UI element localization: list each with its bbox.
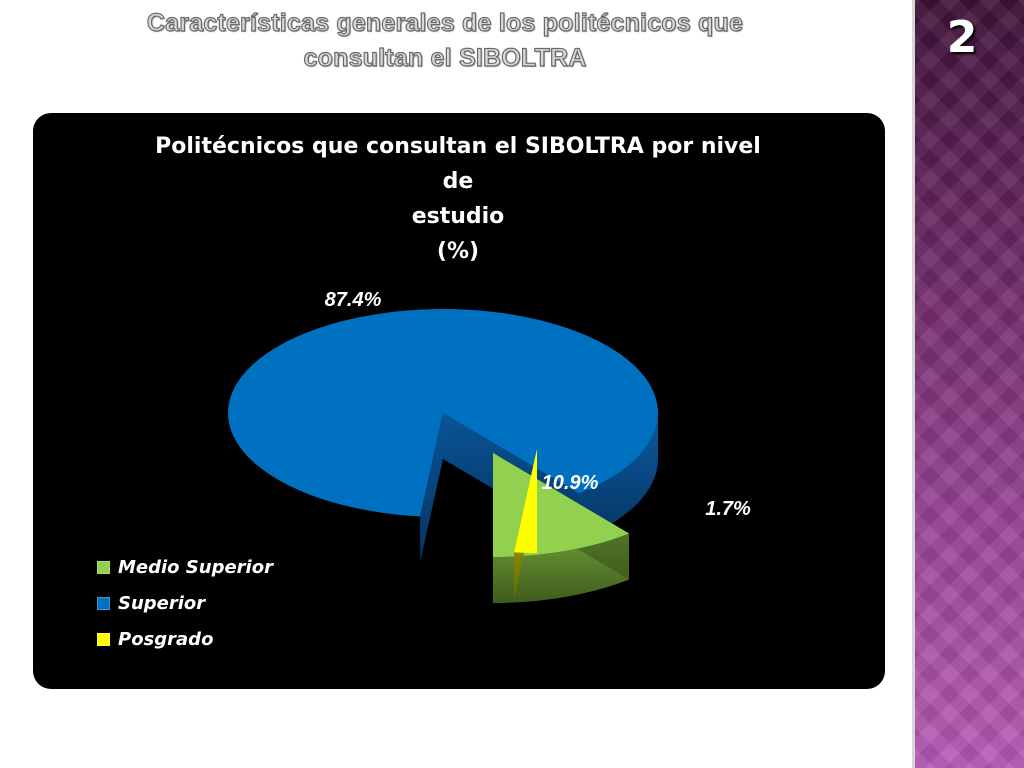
chart-legend: Medio Superior Superior Posgrado [97, 549, 273, 657]
legend-swatch-medio-superior [97, 560, 110, 574]
slide-title: Características generales de los politéc… [60, 6, 830, 76]
legend-label-posgrado: Posgrado [118, 628, 214, 650]
legend-swatch-superior [97, 596, 110, 610]
chart-title-line-2: estudio [411, 204, 505, 229]
pie-top-posgrado [514, 449, 537, 553]
chart-panel: Politécnicos que consultan el SIBOLTRA p… [33, 113, 885, 689]
legend-item-superior: Superior [97, 585, 273, 621]
chart-title-line-3: (%) [436, 239, 480, 264]
pie-slice-posgrado [514, 449, 537, 599]
slide-title-line-2: consultan el SIBOLTRA [303, 43, 587, 72]
data-label-superior: 87.4% [325, 289, 382, 311]
legend-item-posgrado: Posgrado [97, 621, 273, 657]
pie-side-superior [579, 413, 658, 540]
data-label-posgrado: 1.7% [705, 498, 751, 520]
data-label-medio-superior: 10.9% [542, 472, 599, 494]
legend-swatch-posgrado [97, 632, 110, 646]
chart-title: Politécnicos que consultan el SIBOLTRA p… [143, 129, 773, 269]
legend-label-medio-superior: Medio Superior [118, 556, 273, 578]
legend-label-superior: Superior [118, 592, 206, 614]
slide-title-line-1: Características generales de los politéc… [146, 8, 744, 37]
decorative-side-bar [912, 0, 1024, 768]
pie-wall-superior-0 [420, 413, 443, 563]
slide-number: 2 [946, 12, 978, 63]
chart-title-line-1: Politécnicos que consultan el SIBOLTRA p… [155, 134, 761, 194]
pie-top-superior [227, 309, 658, 517]
pie-chart: 10.9% 87.4% 1.7% [227, 289, 751, 603]
legend-item-medio-superior: Medio Superior [97, 549, 273, 585]
